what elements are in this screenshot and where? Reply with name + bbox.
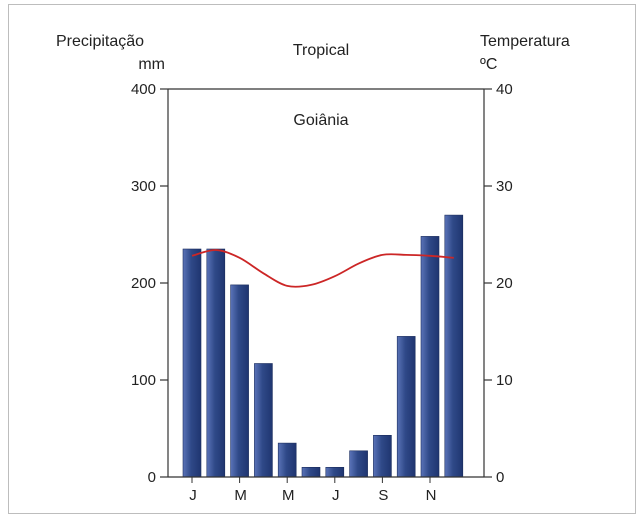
precipitation-bar-4	[254, 363, 273, 478]
precipitation-bar-6	[301, 466, 321, 478]
left-tick-label-3: 300	[131, 178, 156, 195]
left-tick-label-1: 100	[131, 372, 156, 389]
chart-subtitle: Goiânia	[293, 112, 348, 129]
left-axis-label-line1: Precipitação	[56, 33, 144, 50]
precipitation-bar-5	[277, 442, 297, 478]
right-tick-label-1: 10	[496, 372, 513, 389]
precipitation-bar-12	[444, 214, 464, 478]
right-tick-label-2: 20	[496, 275, 513, 292]
axes	[160, 88, 492, 483]
precipitation-bar-7	[325, 466, 345, 478]
x-tick-label-3: J	[332, 487, 340, 504]
right-axis-label-line1: Temperatura	[480, 33, 570, 50]
left-tick-label-0: 0	[148, 469, 156, 486]
precipitation-bar-9	[373, 434, 392, 478]
temperature-line	[191, 249, 454, 288]
precipitation-bar-3	[230, 284, 249, 478]
left-axis-label-line2: mm	[138, 56, 165, 73]
right-tick-label-3: 30	[496, 178, 513, 195]
precipitation-bar-1	[182, 248, 202, 478]
precipitation-bars	[182, 214, 464, 478]
right-tick-label-0: 0	[496, 469, 504, 486]
precipitation-bar-2	[206, 248, 226, 478]
precipitation-bar-11	[420, 236, 440, 478]
left-tick-label-4: 400	[131, 81, 156, 98]
tick-labels: 0 100 200 300 400 0 10 20 30 40 J M M J S N	[131, 81, 513, 504]
x-tick-label-2: M	[282, 487, 295, 504]
x-tick-label-5: N	[426, 487, 437, 504]
x-tick-label-4: S	[378, 487, 388, 504]
precipitation-bar-8	[349, 450, 368, 478]
left-tick-label-2: 200	[131, 275, 156, 292]
precipitation-bar-10	[396, 336, 416, 478]
right-axis-label-line2: ºC	[480, 56, 497, 73]
x-tick-label-0: J	[189, 487, 197, 504]
x-tick-label-1: M	[234, 487, 247, 504]
chart-title: Tropical	[293, 42, 349, 59]
right-tick-label-4: 40	[496, 81, 513, 98]
